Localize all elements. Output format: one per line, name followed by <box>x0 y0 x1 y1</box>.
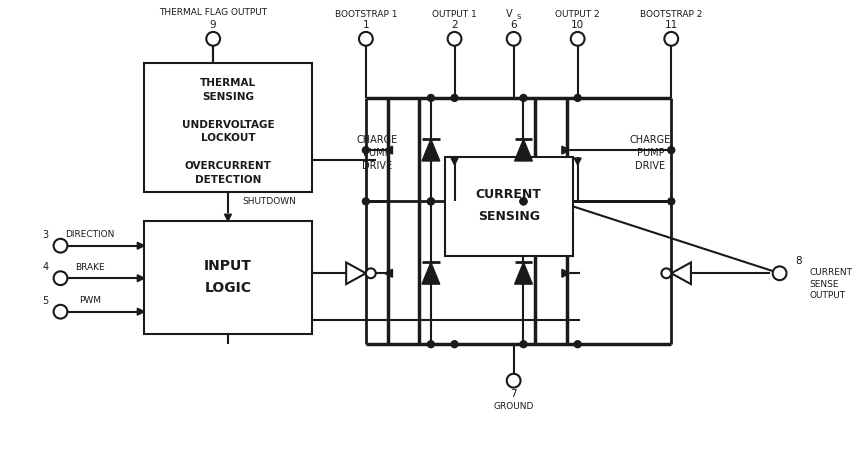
Circle shape <box>507 32 520 46</box>
Circle shape <box>772 267 787 280</box>
Polygon shape <box>422 262 439 284</box>
Polygon shape <box>452 158 458 165</box>
Text: DETECTION: DETECTION <box>194 175 261 185</box>
Text: LOCKOUT: LOCKOUT <box>200 133 255 143</box>
Circle shape <box>520 198 527 205</box>
Polygon shape <box>138 242 144 249</box>
Text: 11: 11 <box>665 20 678 30</box>
Circle shape <box>520 198 527 205</box>
Circle shape <box>359 32 372 46</box>
Text: INPUT: INPUT <box>204 259 252 273</box>
Text: PUMP: PUMP <box>363 148 390 158</box>
Text: PWM: PWM <box>79 296 101 305</box>
Text: V: V <box>507 9 513 19</box>
Circle shape <box>661 268 672 278</box>
Circle shape <box>206 32 220 46</box>
Text: 1: 1 <box>363 20 369 30</box>
Polygon shape <box>138 275 144 282</box>
Text: SENSING: SENSING <box>477 210 540 223</box>
Text: OUTPUT: OUTPUT <box>809 291 845 300</box>
Circle shape <box>574 341 581 348</box>
Text: 2: 2 <box>452 20 458 30</box>
Polygon shape <box>138 308 144 315</box>
Circle shape <box>668 147 675 154</box>
Text: 7: 7 <box>510 390 517 400</box>
Polygon shape <box>672 262 691 284</box>
Text: 4: 4 <box>43 262 49 272</box>
Text: THERMAL: THERMAL <box>200 78 256 88</box>
Text: DRIVE: DRIVE <box>636 161 666 171</box>
Circle shape <box>427 94 434 101</box>
Text: UNDERVOLTAGE: UNDERVOLTAGE <box>181 120 274 129</box>
Polygon shape <box>384 269 392 277</box>
Text: CHARGE: CHARGE <box>630 135 671 145</box>
Circle shape <box>427 198 434 205</box>
Text: OVERCURRENT: OVERCURRENT <box>185 161 272 171</box>
Circle shape <box>427 341 434 348</box>
Circle shape <box>427 198 434 205</box>
Text: BOOTSTRAP 1: BOOTSTRAP 1 <box>335 10 397 18</box>
Circle shape <box>53 272 67 285</box>
Circle shape <box>366 268 376 278</box>
Bar <box>144 64 311 192</box>
Text: 6: 6 <box>510 20 517 30</box>
Circle shape <box>571 32 585 46</box>
Polygon shape <box>422 139 439 161</box>
Circle shape <box>362 198 369 205</box>
Bar <box>144 221 311 334</box>
Polygon shape <box>347 262 366 284</box>
Circle shape <box>665 32 679 46</box>
Circle shape <box>507 374 520 387</box>
Text: CURRENT: CURRENT <box>809 268 852 277</box>
Polygon shape <box>562 269 570 277</box>
Text: DIRECTION: DIRECTION <box>65 230 114 239</box>
Polygon shape <box>574 158 581 165</box>
Text: PUMP: PUMP <box>636 148 665 158</box>
Text: OUTPUT 1: OUTPUT 1 <box>433 10 477 18</box>
Text: S: S <box>516 14 521 20</box>
Text: 8: 8 <box>796 257 802 267</box>
Circle shape <box>574 94 581 101</box>
Text: OUTPUT 2: OUTPUT 2 <box>556 10 600 18</box>
Circle shape <box>362 147 369 154</box>
Circle shape <box>53 239 67 253</box>
Circle shape <box>668 198 675 205</box>
Circle shape <box>520 341 527 348</box>
Text: BRAKE: BRAKE <box>75 263 105 272</box>
Circle shape <box>520 94 527 101</box>
Text: SENSE: SENSE <box>809 280 838 289</box>
Text: 3: 3 <box>43 230 49 240</box>
Text: DRIVE: DRIVE <box>362 161 392 171</box>
Circle shape <box>448 32 462 46</box>
Text: SHUTDOWN: SHUTDOWN <box>243 197 296 206</box>
Circle shape <box>53 305 67 318</box>
Text: 10: 10 <box>571 20 584 30</box>
Text: GROUND: GROUND <box>494 402 534 411</box>
Polygon shape <box>562 146 570 154</box>
Text: CURRENT: CURRENT <box>476 188 542 201</box>
Text: 5: 5 <box>43 296 49 306</box>
Polygon shape <box>514 139 532 161</box>
Text: THERMAL FLAG OUTPUT: THERMAL FLAG OUTPUT <box>159 8 267 17</box>
Text: SENSING: SENSING <box>202 92 254 102</box>
Polygon shape <box>224 214 231 221</box>
Bar <box>445 157 573 256</box>
Circle shape <box>452 341 458 348</box>
Text: CHARGE: CHARGE <box>356 135 397 145</box>
Circle shape <box>452 94 458 101</box>
Text: 9: 9 <box>210 20 217 30</box>
Polygon shape <box>514 262 532 284</box>
Text: BOOTSTRAP 2: BOOTSTRAP 2 <box>640 10 703 18</box>
Text: LOGIC: LOGIC <box>205 281 251 295</box>
Polygon shape <box>384 146 392 154</box>
